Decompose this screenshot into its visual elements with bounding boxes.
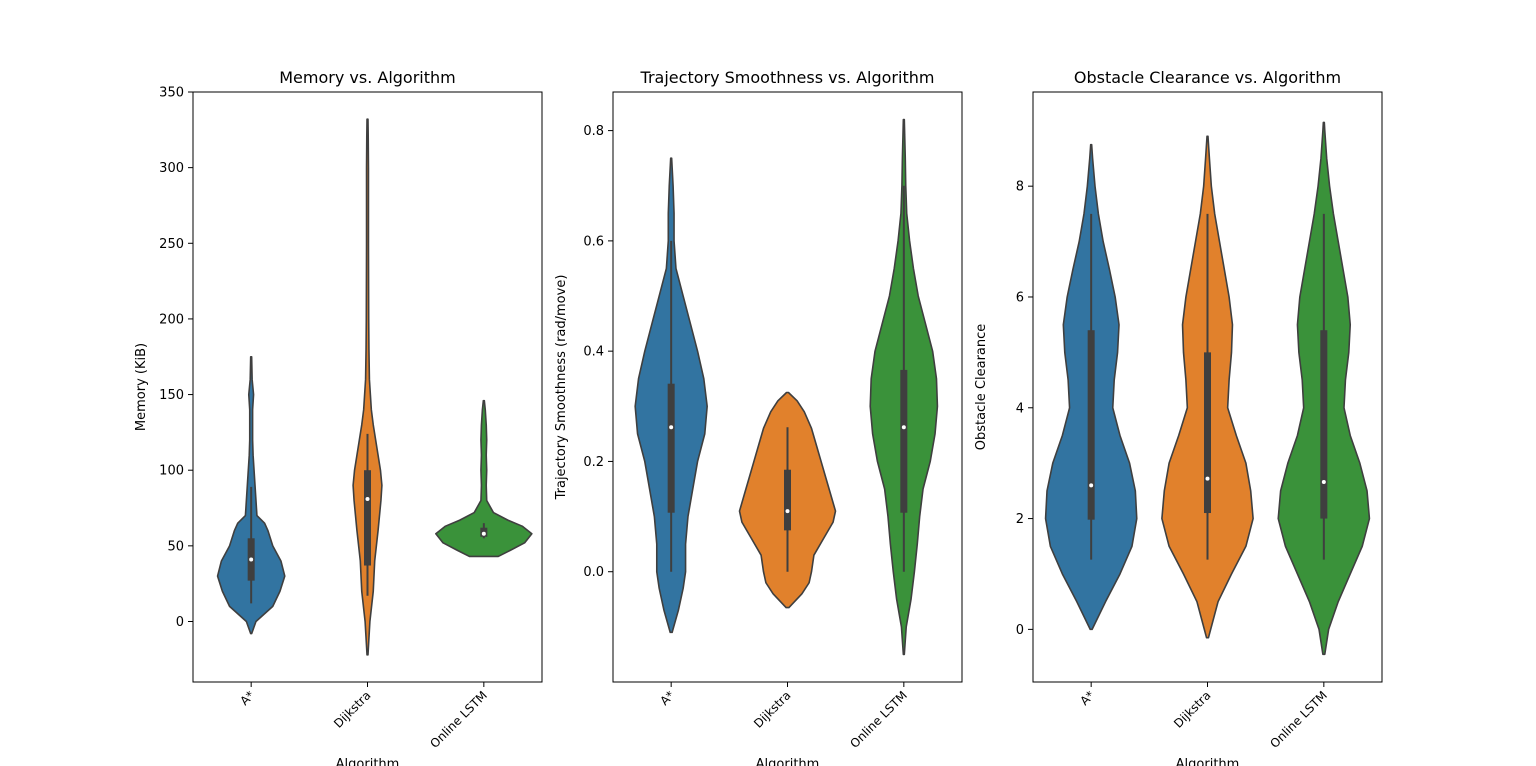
violin-median-point — [901, 425, 906, 430]
x-tick-label: Online LSTM — [427, 688, 490, 751]
y-tick-label: 350 — [159, 86, 184, 101]
y-tick-label: 0.0 — [583, 565, 604, 580]
violin-iqr-box — [1320, 330, 1328, 519]
violin-median-point — [249, 557, 254, 562]
y-tick-label: 0.2 — [583, 455, 604, 470]
y-axis-label: Obstacle Clearance — [974, 324, 989, 451]
axes-frame — [1032, 91, 1383, 683]
x-axis-label: Algorithm — [756, 757, 820, 766]
chart-title: Memory vs. Algorithm — [279, 68, 456, 87]
violin-median-point — [481, 531, 486, 536]
y-axis-label: Memory (KiB) — [134, 343, 149, 431]
x-tick-label: Dijkstra — [751, 688, 794, 731]
violin-iqr-box — [784, 469, 791, 531]
y-tick-label: 150 — [159, 388, 184, 403]
x-tick-label: Dijkstra — [1171, 688, 1214, 731]
x-tick-label: Online LSTM — [847, 688, 910, 751]
violin-iqr-box — [1204, 352, 1211, 514]
x-tick-label: Dijkstra — [331, 688, 374, 731]
x-tick-label: A* — [1077, 688, 1097, 708]
y-tick-label: 8 — [1016, 180, 1024, 195]
chart-title: Obstacle Clearance vs. Algorithm — [1074, 68, 1341, 87]
y-tick-label: 0 — [1016, 623, 1024, 638]
violin-median-point — [1089, 483, 1094, 488]
violin-iqr-box — [667, 383, 675, 513]
x-axis-label: Algorithm — [1176, 757, 1240, 766]
x-tick-label: A* — [237, 688, 257, 708]
axes-frame — [192, 91, 543, 683]
violin-median-point — [1321, 480, 1326, 485]
memory-chart-panel: Memory vs. Algorithm 0 50 100 150 200 250 300 35… — [134, 68, 543, 766]
y-tick-label: 6 — [1016, 290, 1024, 305]
y-tick-label: 300 — [159, 161, 184, 176]
y-tick-label: 0 — [176, 615, 184, 630]
y-tick-label: 50 — [167, 539, 184, 554]
y-tick-label: 4 — [1016, 401, 1024, 416]
y-tick-label: 200 — [159, 312, 184, 327]
y-tick-label: 0.6 — [583, 234, 604, 249]
violin-median-point — [785, 509, 790, 514]
y-tick-label: 250 — [159, 237, 184, 252]
x-axis-label: Algorithm — [336, 757, 400, 766]
violin-median-point — [1205, 476, 1210, 481]
violin-median-point — [365, 496, 370, 501]
violin-body — [435, 399, 533, 558]
y-axis-label: Trajectory Smoothness (rad/move) — [554, 275, 569, 501]
smoothness-chart-panel: Trajectory Smoothness vs. Algorithm 0.0 0.… — [554, 68, 963, 766]
x-tick-label: Online LSTM — [1267, 688, 1330, 751]
x-tick-label: A* — [657, 688, 677, 708]
y-tick-label: 0.8 — [583, 124, 604, 139]
axes-frame — [612, 91, 963, 683]
y-tick-label: 2 — [1016, 512, 1024, 527]
violin-iqr-box — [364, 470, 371, 566]
chart-title: Trajectory Smoothness vs. Algorithm — [640, 68, 935, 87]
violin-body — [352, 118, 383, 656]
y-tick-label: 100 — [159, 464, 184, 479]
violin-iqr-box — [900, 369, 908, 513]
violin-iqr-box — [1087, 330, 1095, 520]
clearance-chart-panel: Obstacle Clearance vs. Algorithm 0 2 4 6 8 Obs… — [974, 68, 1383, 766]
y-tick-label: 0.4 — [583, 345, 604, 360]
violin-median-point — [669, 425, 674, 430]
